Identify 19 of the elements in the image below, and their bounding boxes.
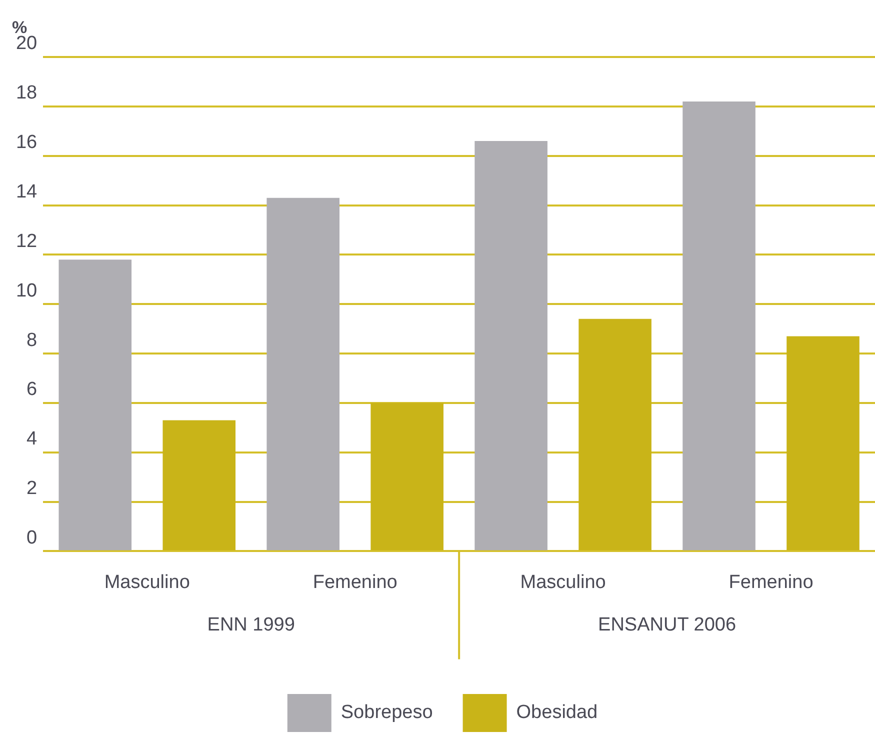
y-tick-label: 8 [26, 330, 38, 351]
y-tick-label: 20 [16, 33, 38, 54]
text: ENSANUT 2006 [598, 614, 736, 636]
x-tick-label: Masculino [520, 572, 606, 593]
text: ENN 1999 [207, 614, 295, 636]
legend-label: Sobrepeso [340, 702, 433, 724]
legend-label: Obesidad [516, 702, 598, 724]
x-tick-label: Masculino [104, 572, 190, 593]
y-tick-label: 12 [16, 230, 38, 252]
y-tick-label: 2 [26, 478, 38, 500]
x-tick-label: Femenino [312, 572, 398, 593]
y-tick-label: 18 [16, 82, 38, 104]
y-tick-label: 14 [16, 181, 38, 202]
y-tick-label: 10 [16, 280, 38, 302]
y-tick-label: 4 [26, 428, 38, 450]
y-tick-label: 6 [26, 379, 38, 400]
y-tick-label: 16 [16, 132, 38, 154]
x-tick-label: Femenino [728, 572, 814, 593]
y-tick-label: 0 [26, 527, 38, 548]
